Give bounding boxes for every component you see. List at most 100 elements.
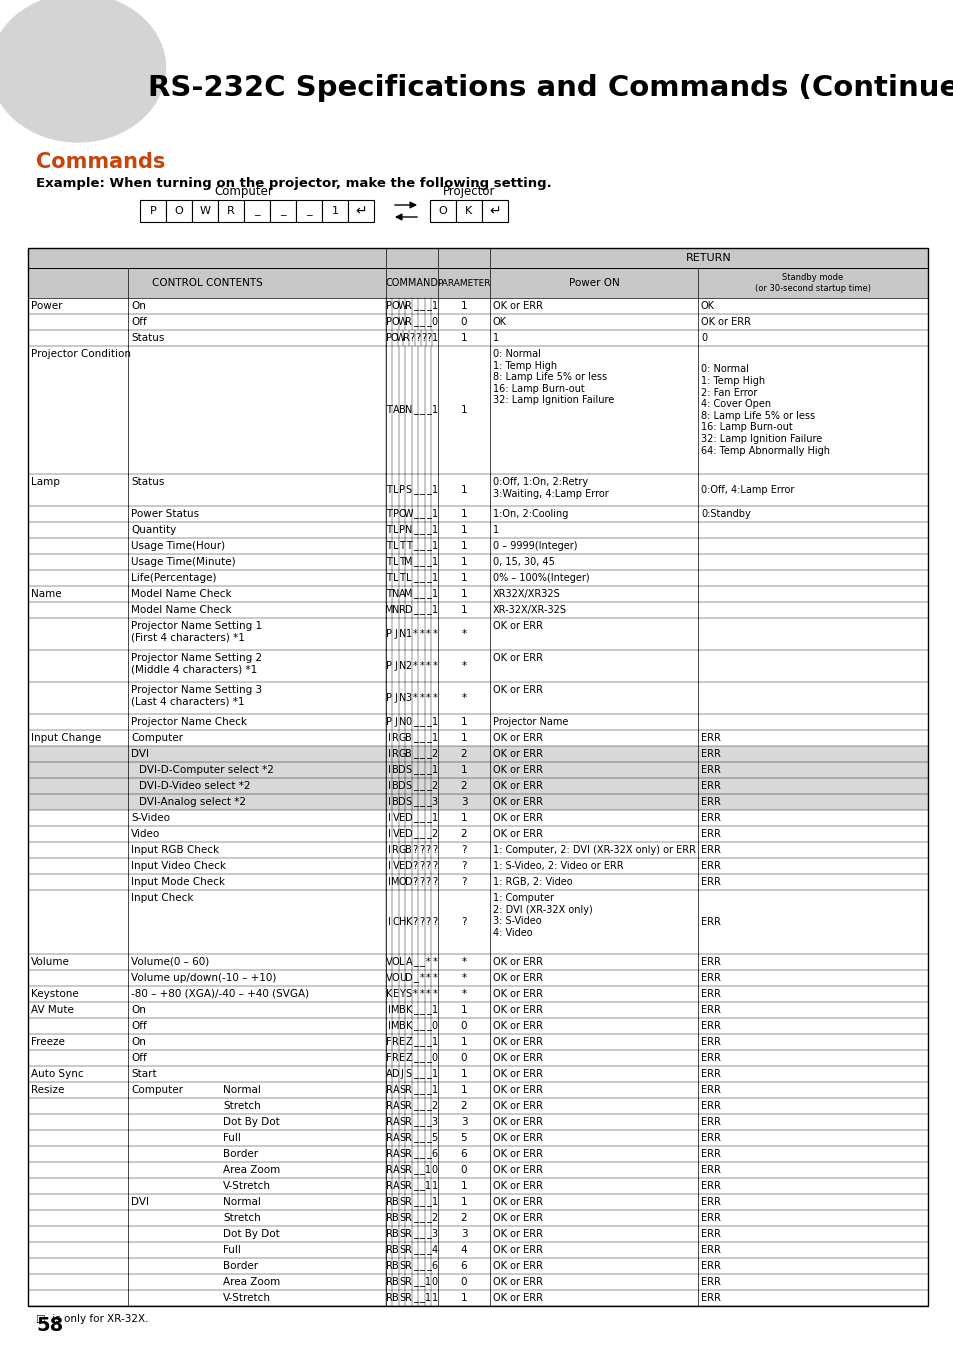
- Text: T: T: [386, 525, 392, 535]
- Text: B: B: [398, 406, 405, 415]
- Text: T: T: [386, 508, 392, 519]
- Text: On: On: [131, 1005, 146, 1015]
- Text: PARAMETER: PARAMETER: [436, 279, 490, 288]
- Text: D: D: [398, 765, 406, 775]
- Text: ?: ?: [460, 845, 466, 854]
- Text: P: P: [393, 508, 398, 519]
- Text: 1: 1: [432, 1086, 437, 1095]
- Text: _: _: [425, 1021, 430, 1032]
- Text: OK or ERR: OK or ERR: [493, 1293, 542, 1303]
- Text: D: D: [404, 877, 412, 887]
- Text: 1: RGB, 2: Video: 1: RGB, 2: Video: [493, 877, 572, 887]
- Text: OK or ERR: OK or ERR: [493, 1086, 542, 1095]
- Bar: [28, 1242, 927, 1257]
- Text: I: I: [388, 877, 391, 887]
- Bar: [28, 247, 927, 1306]
- Text: T: T: [386, 557, 392, 566]
- Text: R: R: [385, 1182, 393, 1191]
- Text: _: _: [413, 525, 417, 535]
- Text: _: _: [413, 1165, 417, 1175]
- Bar: [28, 746, 927, 763]
- Text: V: V: [386, 973, 392, 983]
- Text: 1: 1: [432, 717, 437, 727]
- Text: 3: 3: [432, 796, 437, 807]
- Text: _: _: [419, 813, 424, 823]
- Text: K: K: [465, 206, 472, 216]
- Text: V: V: [392, 813, 398, 823]
- Text: 0: 0: [432, 316, 437, 327]
- Text: _: _: [413, 765, 417, 775]
- Text: ERR: ERR: [700, 1245, 720, 1255]
- Text: *: *: [461, 661, 466, 671]
- Text: 1: 1: [425, 1293, 431, 1303]
- Text: _: _: [425, 485, 430, 495]
- Text: _: _: [419, 796, 424, 807]
- Bar: [28, 314, 927, 330]
- Text: I: I: [388, 829, 391, 840]
- Text: O: O: [398, 508, 406, 519]
- Bar: [28, 955, 927, 969]
- Text: Full: Full: [223, 1245, 240, 1255]
- Text: _: _: [425, 1197, 430, 1207]
- Text: Volume up/down(-10 – +10): Volume up/down(-10 – +10): [131, 973, 276, 983]
- Text: 3: 3: [432, 1117, 437, 1128]
- Text: 0: 0: [432, 1165, 437, 1175]
- Text: 1: 1: [432, 813, 437, 823]
- Text: B: B: [392, 796, 398, 807]
- Text: ?: ?: [413, 917, 417, 927]
- Bar: [28, 1065, 927, 1082]
- Text: T: T: [405, 541, 412, 552]
- Text: CONTROL CONTENTS: CONTROL CONTENTS: [152, 279, 262, 288]
- Text: ?: ?: [432, 861, 436, 871]
- Text: D: D: [404, 973, 412, 983]
- Text: 2: 2: [405, 661, 412, 671]
- Text: ERR: ERR: [700, 1149, 720, 1159]
- Text: R: R: [385, 1229, 393, 1238]
- Text: Dot By Dot: Dot By Dot: [223, 1117, 279, 1128]
- Text: ?: ?: [413, 877, 417, 887]
- Text: Z: Z: [405, 1053, 412, 1063]
- Text: ?: ?: [409, 333, 415, 343]
- Bar: [28, 1210, 927, 1226]
- Text: L: L: [399, 957, 405, 967]
- Text: *: *: [413, 694, 417, 703]
- Text: O: O: [392, 957, 399, 967]
- Text: _: _: [413, 733, 417, 744]
- Text: I: I: [388, 813, 391, 823]
- Text: 0:Standby: 0:Standby: [700, 508, 750, 519]
- Bar: [28, 969, 927, 986]
- Text: 2: 2: [431, 1101, 437, 1111]
- Text: 2: 2: [460, 1213, 467, 1224]
- Text: 1: 1: [460, 1293, 467, 1303]
- Text: Off: Off: [131, 1021, 147, 1032]
- Text: ERR: ERR: [700, 877, 720, 887]
- Text: D: D: [404, 861, 412, 871]
- Text: *: *: [461, 990, 466, 999]
- Text: *: *: [432, 973, 436, 983]
- Text: 1: 1: [432, 1293, 437, 1303]
- Text: On: On: [131, 301, 146, 311]
- Text: T: T: [386, 589, 392, 599]
- Text: _: _: [419, 1117, 424, 1128]
- Text: _: _: [413, 316, 417, 327]
- Text: OK or ERR: OK or ERR: [493, 796, 542, 807]
- Text: _: _: [413, 1101, 417, 1111]
- Text: DVI: DVI: [131, 1197, 149, 1207]
- Text: _: _: [413, 1086, 417, 1095]
- Text: K: K: [386, 990, 392, 999]
- Text: Keystone: Keystone: [30, 990, 79, 999]
- Text: _: _: [425, 1037, 430, 1046]
- Text: R: R: [405, 301, 412, 311]
- Text: OK or ERR: OK or ERR: [700, 316, 750, 327]
- Text: R: R: [405, 1229, 412, 1238]
- Text: E: E: [398, 1053, 405, 1063]
- Text: 0: 0: [460, 1278, 467, 1287]
- Text: 1: 1: [425, 1165, 431, 1175]
- Text: R: R: [392, 733, 398, 744]
- Text: _: _: [413, 1229, 417, 1238]
- Text: P: P: [386, 629, 392, 639]
- Text: R: R: [392, 1037, 398, 1046]
- Text: N: N: [398, 694, 406, 703]
- Text: *: *: [432, 694, 436, 703]
- Text: Input Video Check: Input Video Check: [131, 861, 226, 871]
